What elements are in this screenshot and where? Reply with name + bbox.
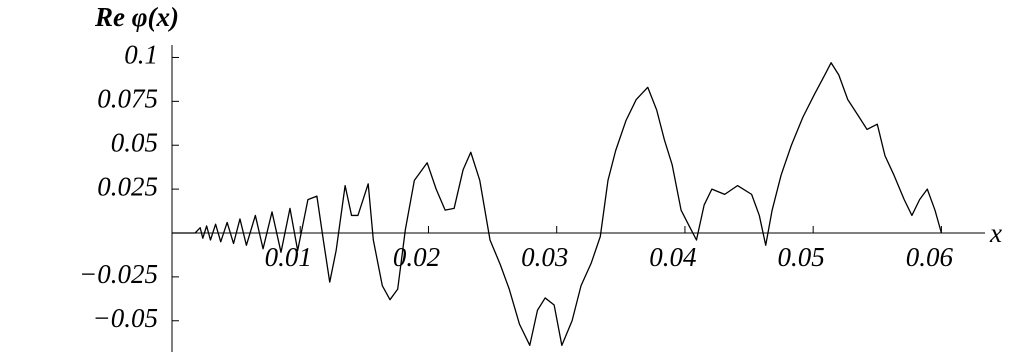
y-tick-label: −0.05 xyxy=(93,303,158,333)
x-tick-label: 0.04 xyxy=(649,242,696,272)
x-tick-label: 0.03 xyxy=(521,242,568,272)
x-tick-label: 0.01 xyxy=(265,242,312,272)
y-tick-label: 0.05 xyxy=(111,127,158,157)
y-axis-label: Re φ(x) xyxy=(94,2,179,32)
x-tick-label: 0.05 xyxy=(778,242,825,272)
y-tick-label: 0.075 xyxy=(97,84,158,114)
y-tick-label: 0.025 xyxy=(97,171,158,201)
y-tick-label: −0.025 xyxy=(79,259,158,289)
x-tick-label: 0.06 xyxy=(906,242,954,272)
data-line xyxy=(172,62,943,346)
x-axis-label: x xyxy=(989,218,1002,248)
y-tick-label: 0.1 xyxy=(124,40,158,70)
